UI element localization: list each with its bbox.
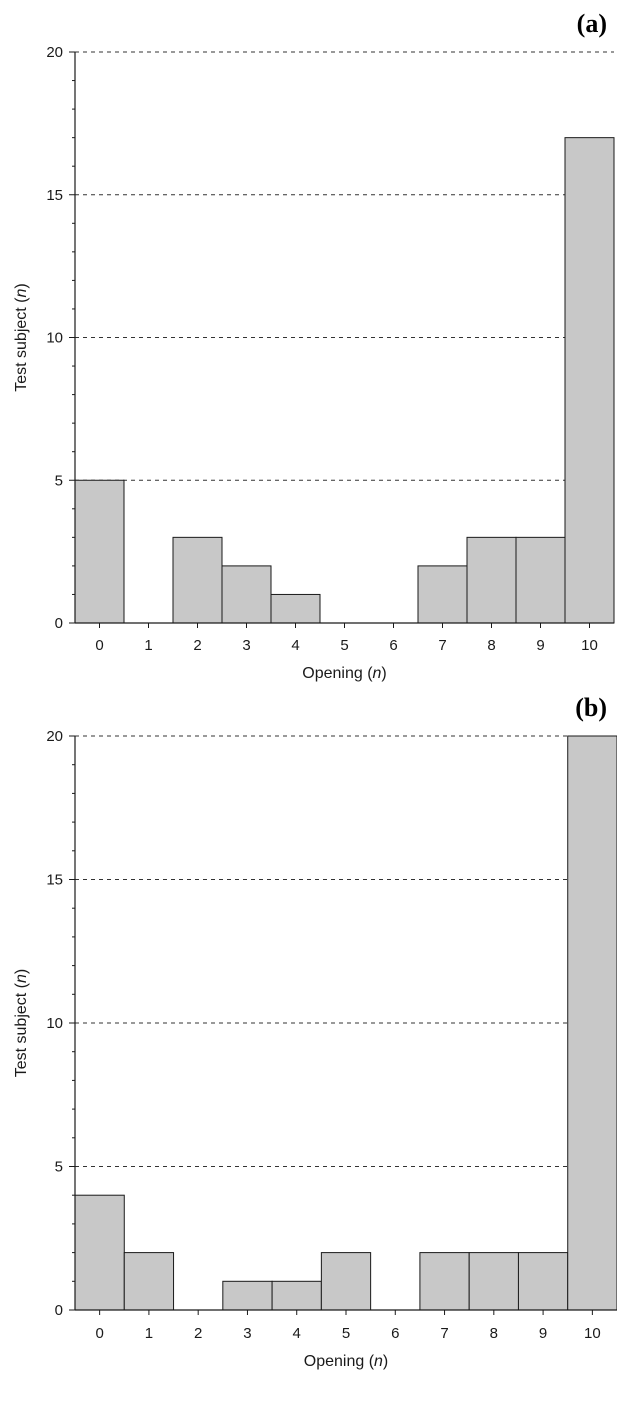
chart-panel-a: (a) 0 5 10 15 20 0 1 2 3 4 5 6 7 8 9 10 Opening (n) Test s… bbox=[13, 9, 615, 682]
x-tick-label: 0 bbox=[95, 637, 103, 654]
bar-4 bbox=[270, 593, 321, 624]
x-tick-label: 4 bbox=[293, 1325, 301, 1342]
y-axis-label: Test subject (n) bbox=[13, 969, 30, 1078]
bar-5 bbox=[320, 1252, 372, 1311]
bar-1 bbox=[123, 1252, 175, 1311]
x-tick-label: 3 bbox=[242, 637, 250, 654]
panel-label: (a) bbox=[577, 9, 607, 38]
x-tick-label: 1 bbox=[145, 1325, 153, 1342]
x-tick-label: 5 bbox=[342, 1325, 350, 1342]
bar-9 bbox=[517, 1252, 569, 1311]
bar-10 bbox=[564, 137, 615, 624]
bar-9 bbox=[515, 536, 566, 624]
bar-10 bbox=[567, 735, 617, 1311]
bar-2 bbox=[172, 536, 223, 624]
x-tick-label: 0 bbox=[95, 1325, 103, 1342]
x-tick-label: 9 bbox=[539, 1325, 547, 1342]
y-tick-label: 5 bbox=[55, 472, 63, 489]
x-tick-label: 8 bbox=[487, 637, 495, 654]
x-axis-label: Opening (n) bbox=[302, 665, 387, 682]
y-tick-label: 20 bbox=[46, 44, 63, 61]
x-tick-label: 7 bbox=[440, 1325, 448, 1342]
x-tick-label: 10 bbox=[584, 1325, 601, 1342]
y-axis-label: Test subject (n) bbox=[13, 283, 30, 392]
bar-8 bbox=[466, 536, 517, 624]
bar-4 bbox=[271, 1280, 322, 1311]
bar-0 bbox=[74, 1194, 125, 1311]
panel-label: (b) bbox=[575, 693, 607, 722]
bar-3 bbox=[222, 1280, 273, 1311]
y-tick-label: 10 bbox=[46, 1015, 63, 1032]
x-tick-label: 1 bbox=[144, 637, 152, 654]
x-tick-label: 8 bbox=[490, 1325, 498, 1342]
y-tick-label: 20 bbox=[46, 728, 63, 745]
y-tick-label: 10 bbox=[46, 330, 63, 347]
bar-3 bbox=[221, 565, 272, 624]
y-tick-label: 15 bbox=[46, 872, 63, 889]
x-tick-label: 3 bbox=[243, 1325, 251, 1342]
y-tick-label: 5 bbox=[55, 1159, 63, 1176]
chart-panel-b: (b) 0 5 10 15 20 0 1 2 3 4 5 6 7 8 9 10 Opening (n) Test s… bbox=[13, 693, 617, 1370]
x-tick-label: 9 bbox=[536, 637, 544, 654]
x-tick-label: 2 bbox=[194, 1325, 202, 1342]
y-tick-label: 0 bbox=[55, 615, 63, 632]
x-tick-label: 2 bbox=[193, 637, 201, 654]
x-tick-label: 6 bbox=[389, 637, 397, 654]
x-tick-label: 6 bbox=[391, 1325, 399, 1342]
bar-0 bbox=[74, 479, 125, 624]
x-tick-label: 10 bbox=[581, 637, 598, 654]
bar-7 bbox=[419, 1252, 470, 1311]
bar-7 bbox=[417, 565, 468, 624]
x-axis-label: Opening (n) bbox=[304, 1353, 389, 1370]
y-tick-label: 15 bbox=[46, 187, 63, 204]
y-tick-label: 0 bbox=[55, 1302, 63, 1319]
bar-8 bbox=[468, 1252, 519, 1311]
x-tick-label: 5 bbox=[340, 637, 348, 654]
x-tick-label: 7 bbox=[438, 637, 446, 654]
x-tick-label: 4 bbox=[291, 637, 299, 654]
